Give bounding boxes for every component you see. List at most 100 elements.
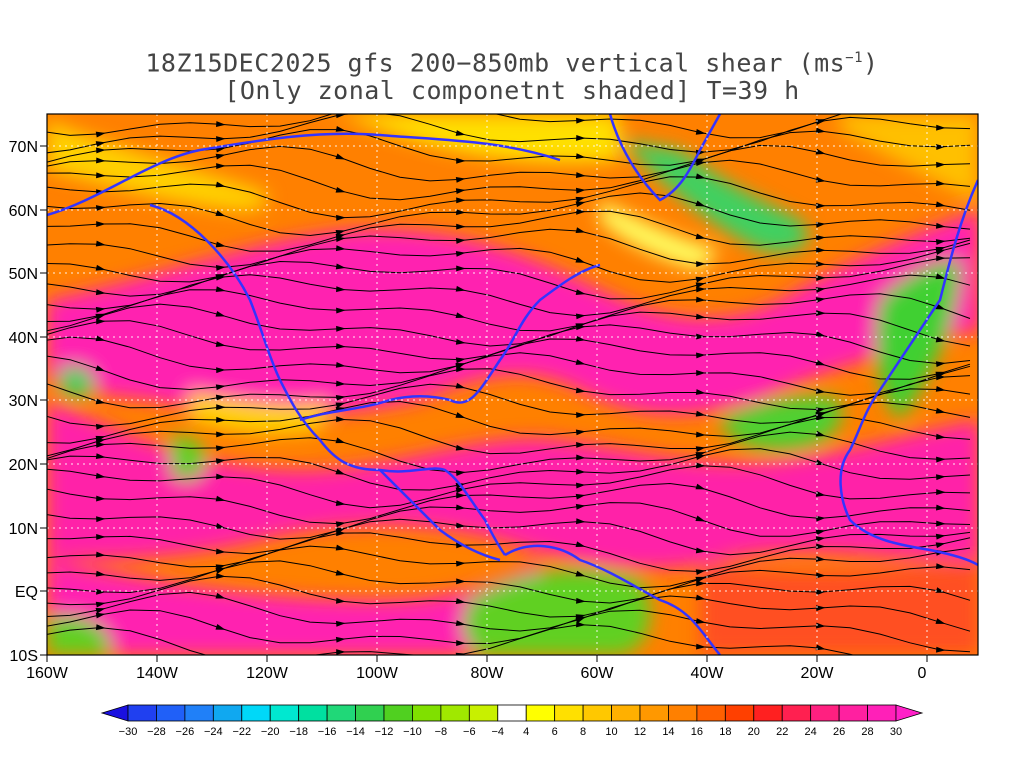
streamline-arrow bbox=[215, 567, 226, 574]
streamline-arrow bbox=[336, 286, 346, 293]
streamline-arrow bbox=[336, 416, 346, 423]
latitude-labels: 70N 60N 50N 40N 30N 20N 10N EQ 10S bbox=[9, 139, 38, 665]
streamline-arrow bbox=[815, 529, 826, 536]
lat-label: 40N bbox=[9, 330, 38, 347]
streamline-arrow bbox=[335, 153, 346, 160]
streamline-arrow bbox=[816, 247, 826, 253]
streamline-arrow bbox=[336, 620, 346, 627]
streamline-arrow bbox=[936, 664, 944, 668]
streamline-arrow bbox=[575, 616, 586, 622]
streamline-arrow bbox=[695, 282, 706, 289]
colorbar-label: 28 bbox=[861, 726, 873, 738]
streamline bbox=[47, 502, 971, 540]
streamline-arrow bbox=[695, 296, 706, 303]
streamline-arrow bbox=[335, 521, 346, 528]
colorbar-swatch bbox=[867, 704, 897, 722]
colorbar-swatch bbox=[668, 704, 698, 722]
colorbar-label: 8 bbox=[580, 726, 586, 738]
streamline-arrow bbox=[215, 181, 226, 188]
streamline-arrow bbox=[575, 172, 586, 179]
streamline-arrow bbox=[455, 238, 466, 244]
colorbar-label: −8 bbox=[435, 726, 448, 738]
colorbar-swatch bbox=[184, 704, 214, 722]
streamline-arrow bbox=[935, 222, 946, 229]
streamline-arrow bbox=[96, 147, 106, 154]
colorbar-label: 22 bbox=[776, 726, 788, 738]
streamline-arrow bbox=[95, 205, 106, 211]
streamline bbox=[47, 303, 971, 347]
streamline-arrow bbox=[95, 453, 106, 460]
colorbar-label: 4 bbox=[523, 726, 529, 738]
streamline-arrow bbox=[215, 265, 226, 271]
streamline-arrow bbox=[575, 256, 586, 263]
streamline-arrow bbox=[575, 359, 586, 365]
streamline-arrow bbox=[335, 186, 346, 193]
streamline-arrow bbox=[95, 472, 106, 479]
streamline-arrow bbox=[96, 495, 106, 502]
streamline-arrow bbox=[695, 128, 706, 135]
streamline bbox=[47, 176, 971, 219]
streamline-arrow bbox=[95, 551, 106, 558]
streamline-arrow bbox=[576, 621, 586, 628]
streamline-arrow bbox=[215, 241, 226, 248]
streamline bbox=[47, 591, 971, 632]
streamline-arrow bbox=[576, 208, 586, 215]
streamline-arrow bbox=[815, 221, 826, 228]
streamline-arrow bbox=[335, 402, 346, 409]
streamline-arrow bbox=[455, 598, 466, 604]
title-line-1: 18Z15DEC2025 gfs 200−850mb vertical shea… bbox=[145, 48, 879, 78]
colorbar-swatch bbox=[440, 704, 470, 722]
streamline-arrow bbox=[215, 274, 226, 281]
streamline-arrow bbox=[575, 313, 586, 320]
streamline-arrow bbox=[336, 307, 346, 314]
colorbar-swatch bbox=[100, 704, 129, 722]
streamline-arrow bbox=[216, 404, 226, 411]
colorbar-label: −12 bbox=[375, 726, 394, 738]
streamline-arrow bbox=[695, 569, 706, 575]
streamline-arrow bbox=[95, 423, 106, 430]
streamline bbox=[47, 560, 971, 604]
streamline-arrow bbox=[815, 331, 826, 337]
streamline bbox=[47, 482, 971, 525]
streamline-arrow bbox=[575, 196, 586, 203]
streamline bbox=[47, 289, 971, 332]
streamline bbox=[47, 257, 971, 300]
streamline-arrow bbox=[936, 374, 946, 381]
streamline-arrow bbox=[936, 106, 943, 110]
streamline-arrow bbox=[95, 335, 106, 342]
colorbar-swatch bbox=[241, 704, 271, 722]
streamline-arrow bbox=[215, 523, 226, 529]
longitude-labels: 160W 140W 120W 100W 80W 60W 40W 20W 0 bbox=[26, 665, 926, 682]
streamline-arrow bbox=[455, 130, 466, 136]
lon-label: 100W bbox=[356, 665, 399, 682]
streamline bbox=[47, 114, 971, 154]
colorbar-swatch bbox=[497, 704, 527, 722]
streamline-arrow bbox=[695, 446, 706, 452]
streamline-arrow bbox=[696, 643, 706, 650]
streamline-arrow bbox=[215, 495, 226, 502]
streamline bbox=[47, 242, 971, 283]
streamline-arrow bbox=[335, 468, 346, 475]
colorbar-label: −4 bbox=[492, 726, 505, 738]
streamline-arrow bbox=[456, 366, 466, 373]
lat-label: 60N bbox=[9, 203, 38, 220]
lon-label: 140W bbox=[136, 665, 179, 682]
streamline-arrow bbox=[335, 229, 346, 236]
map-title: 18Z15DEC2025 gfs 200−850mb vertical shea… bbox=[0, 44, 1024, 105]
streamline-arrow bbox=[816, 414, 826, 421]
streamline-arrow bbox=[695, 410, 706, 417]
streamline-arrow bbox=[936, 144, 946, 151]
streamline bbox=[47, 609, 971, 653]
streamline-arrow bbox=[335, 394, 346, 401]
colorbar-label: −20 bbox=[261, 726, 280, 738]
streamline-arrow bbox=[215, 384, 226, 391]
streamline-arrow bbox=[96, 157, 106, 164]
lat-label: 50N bbox=[9, 266, 38, 283]
colorbar-swatch bbox=[326, 704, 356, 722]
streamline bbox=[47, 336, 971, 380]
streamline-arrow bbox=[576, 134, 586, 141]
streamline-arrow bbox=[575, 387, 586, 394]
streamline-arrow bbox=[695, 276, 706, 283]
lon-label: 60W bbox=[581, 665, 615, 682]
streamline-arrow bbox=[936, 520, 946, 527]
